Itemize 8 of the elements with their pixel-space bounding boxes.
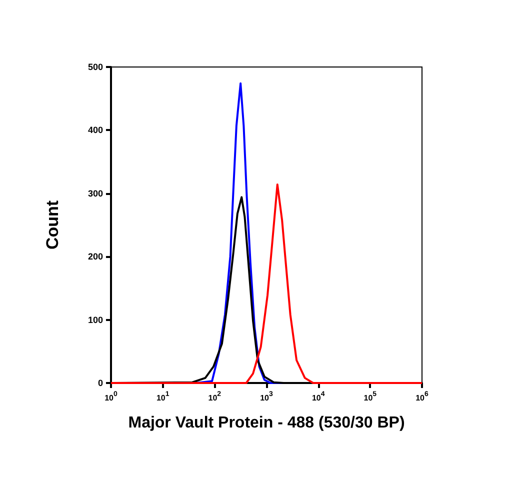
x-axis-title: Major Vault Protein - 488 (530/30 BP) — [128, 414, 405, 432]
y-tick-label: 400 — [88, 125, 103, 136]
y-tick-label: 300 — [88, 188, 103, 198]
y-tick-label: 500 — [88, 62, 103, 72]
y-axis-title: Count — [43, 200, 62, 250]
y-tick-label: 200 — [88, 252, 103, 262]
y-tick-label: 100 — [88, 314, 103, 325]
y-tick-label: 0 — [98, 378, 103, 388]
